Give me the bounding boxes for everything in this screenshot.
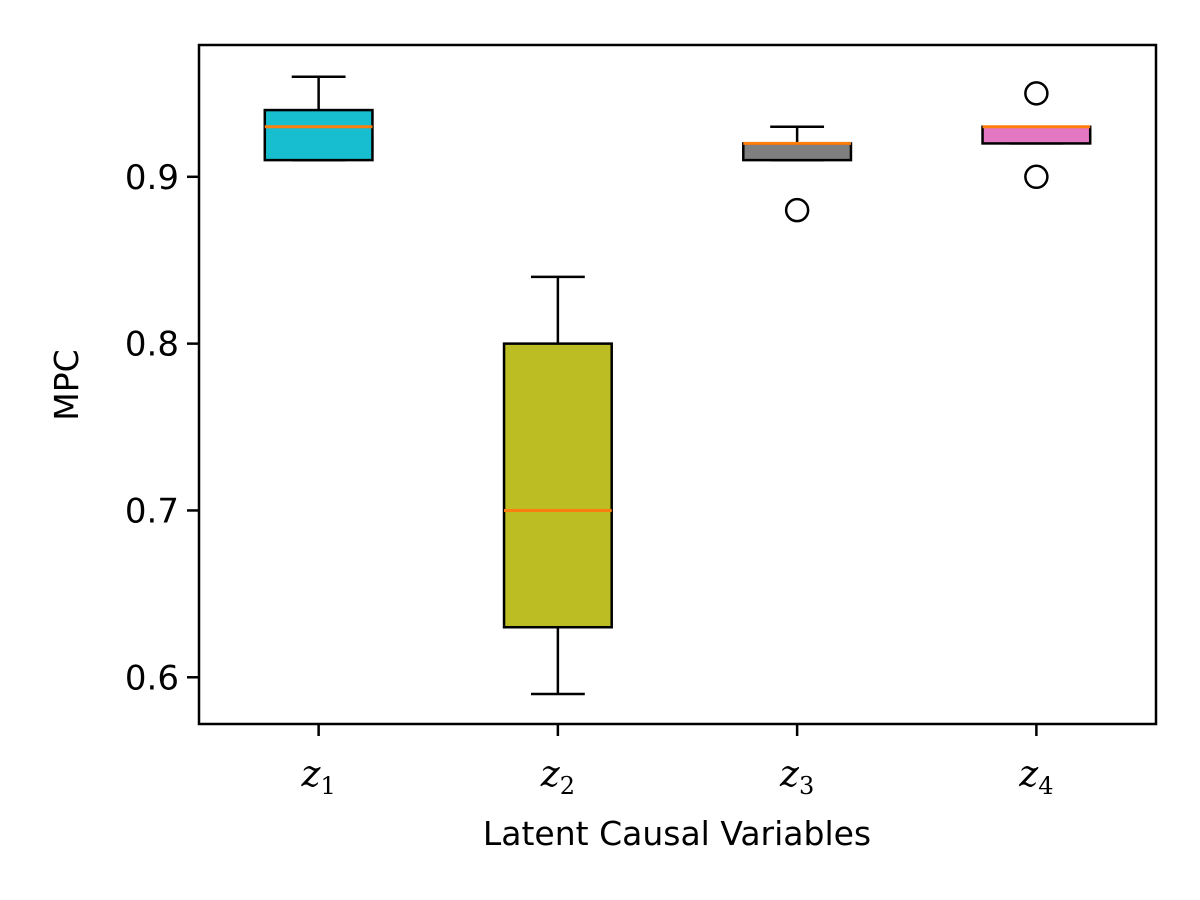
y-tick-label: 0.9: [125, 158, 179, 198]
box-3: [742, 125, 853, 223]
box-2: [502, 275, 613, 696]
y-axis-label: MPC: [47, 349, 86, 420]
outlier-point: [1024, 164, 1049, 190]
x-tick-label-subscript: 4: [1038, 772, 1053, 800]
x-tick-label-base: z: [301, 754, 322, 795]
y-tick-label: 0.6: [125, 658, 179, 698]
x-tick-label: z4: [1018, 754, 1053, 800]
outlier-point: [1024, 81, 1049, 106]
x-tick-label-subscript: 2: [560, 772, 575, 800]
x-tick-label-subscript: 1: [320, 772, 335, 800]
x-tick-label: z1: [301, 754, 336, 800]
x-tick-label-base: z: [1018, 754, 1039, 795]
box-body: [981, 125, 1092, 145]
box-body: [502, 342, 613, 629]
outlier-point: [784, 197, 810, 223]
y-tick-label: 0.8: [125, 325, 179, 365]
y-axis: 0.6 0.7 0.8 0.9: [125, 158, 199, 698]
box-body: [263, 108, 374, 162]
x-tick-label-base: z: [540, 754, 561, 795]
boxes-layer: [263, 75, 1092, 696]
box-1: [263, 75, 374, 162]
box-body: [742, 142, 853, 162]
x-tick-label-base: z: [779, 754, 800, 795]
x-tick-label: z3: [779, 754, 814, 800]
x-tick-label: z2: [540, 754, 575, 800]
y-tick-label: 0.7: [125, 491, 179, 531]
plot-frame: [197, 43, 1158, 726]
box-4: [981, 81, 1092, 190]
x-axis-label: Latent Causal Variables: [483, 814, 871, 853]
x-tick-label-subscript: 3: [799, 772, 814, 800]
x-axis: z1 z2 z3 z4: [301, 724, 1054, 800]
